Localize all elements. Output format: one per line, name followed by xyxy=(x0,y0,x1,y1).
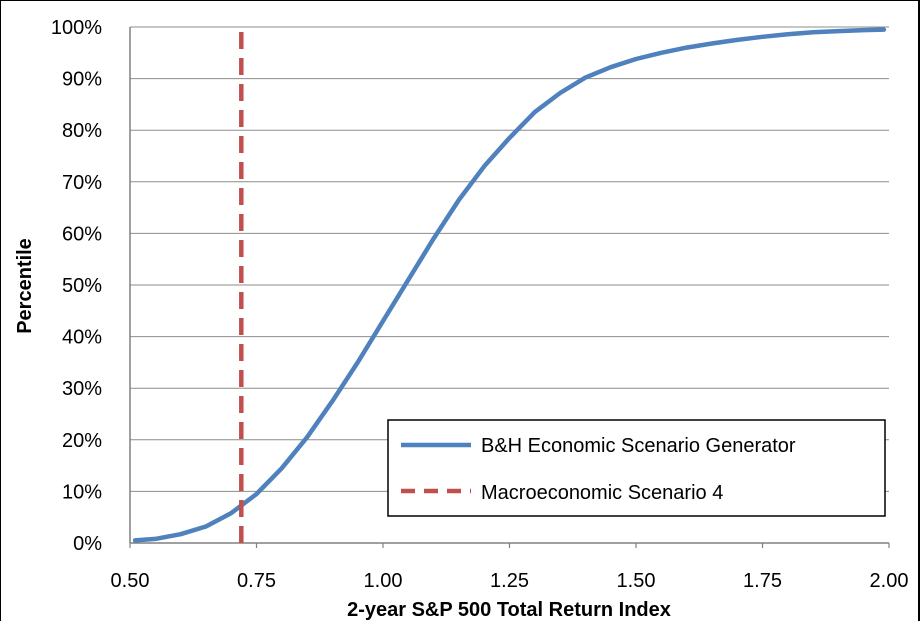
y-tick-label: 100% xyxy=(51,17,102,39)
x-axis-title: 2-year S&P 500 Total Return Index xyxy=(347,599,671,621)
legend-box xyxy=(387,419,886,517)
legend-label-scenario4: Macroeconomic Scenario 4 xyxy=(481,482,723,504)
x-tick-label: 1.75 xyxy=(743,570,782,592)
y-tick-label: 80% xyxy=(62,120,102,142)
y-tick-label: 40% xyxy=(62,327,102,349)
y-tick-label: 90% xyxy=(62,69,102,91)
x-tick-label: 1.50 xyxy=(617,570,656,592)
legend-label-esg: B&H Economic Scenario Generator xyxy=(481,435,796,457)
x-tick-label: 0.75 xyxy=(237,570,276,592)
y-tick-label: 0% xyxy=(73,533,102,555)
y-tick-label: 20% xyxy=(62,430,102,452)
y-axis-title: Percentile xyxy=(14,238,36,334)
x-tick-label: 2.00 xyxy=(870,570,909,592)
y-tick-label: 70% xyxy=(62,172,102,194)
y-tick-label: 30% xyxy=(62,378,102,400)
x-tick-label: 1.00 xyxy=(364,570,403,592)
legend: B&H Economic Scenario Generator Macroeco… xyxy=(387,419,886,517)
y-tick-label: 50% xyxy=(62,275,102,297)
series-line-esg xyxy=(132,27,887,543)
x-tick-label: 1.25 xyxy=(490,570,529,592)
y-tick-label: 10% xyxy=(62,481,102,503)
y-tick-label: 60% xyxy=(62,223,102,245)
x-tick-label: 0.50 xyxy=(111,570,150,592)
